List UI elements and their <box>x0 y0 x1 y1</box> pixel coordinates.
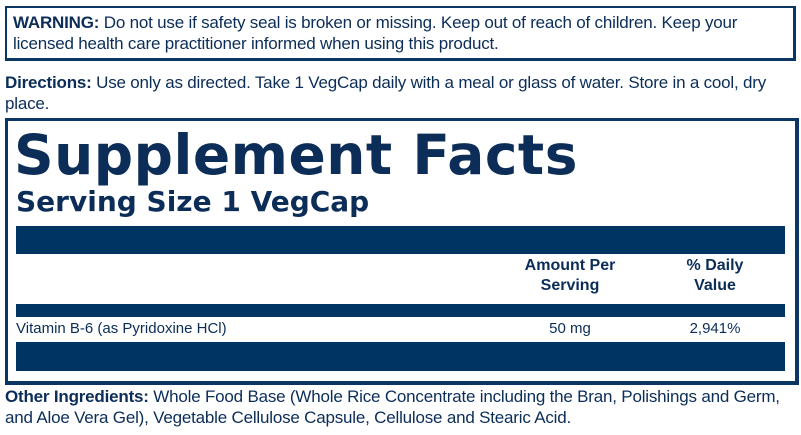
header-dv-line1: % Daily <box>686 257 744 274</box>
nutrient-amount: 50 mg <box>549 320 591 337</box>
warning-text: WARNING: Do not use if safety seal is br… <box>13 12 793 54</box>
divider-bar-bottom <box>16 342 785 371</box>
divider-bar <box>16 304 785 317</box>
other-ingredients-label: Other Ingredients: <box>5 387 149 406</box>
directions-body: Use only as directed. Take 1 VegCap dail… <box>5 73 767 113</box>
warning-label: WARNING: <box>13 13 100 32</box>
directions: Directions: Use only as directed. Take 1… <box>5 72 797 114</box>
warning-body: Do not use if safety seal is broken or m… <box>13 13 738 53</box>
nutrient-name: Vitamin B-6 (as Pyridoxine HCl) <box>16 320 227 337</box>
serving-size: Serving Size 1 VegCap <box>16 185 370 218</box>
other-ingredients: Other Ingredients: Whole Food Base (Whol… <box>5 386 800 428</box>
header-dv-line2: Value <box>694 277 736 294</box>
nutrient-dv: 2,941% <box>689 320 741 337</box>
other-ingredients-body: Whole Food Base (Whole Rice Concentrate … <box>5 387 780 427</box>
divider-bar-thick <box>16 226 785 254</box>
header-amount-line2: Serving <box>540 277 600 294</box>
directions-label: Directions: <box>5 73 92 92</box>
header-amount-line1: Amount Per <box>524 257 616 274</box>
header-daily-value: % Daily Value <box>660 256 770 296</box>
facts-title: Supplement Facts <box>14 123 578 187</box>
warning-box: WARNING: Do not use if safety seal is br… <box>5 6 796 61</box>
header-amount-per-serving: Amount Per Serving <box>510 256 630 296</box>
supplement-facts-panel <box>5 118 799 385</box>
